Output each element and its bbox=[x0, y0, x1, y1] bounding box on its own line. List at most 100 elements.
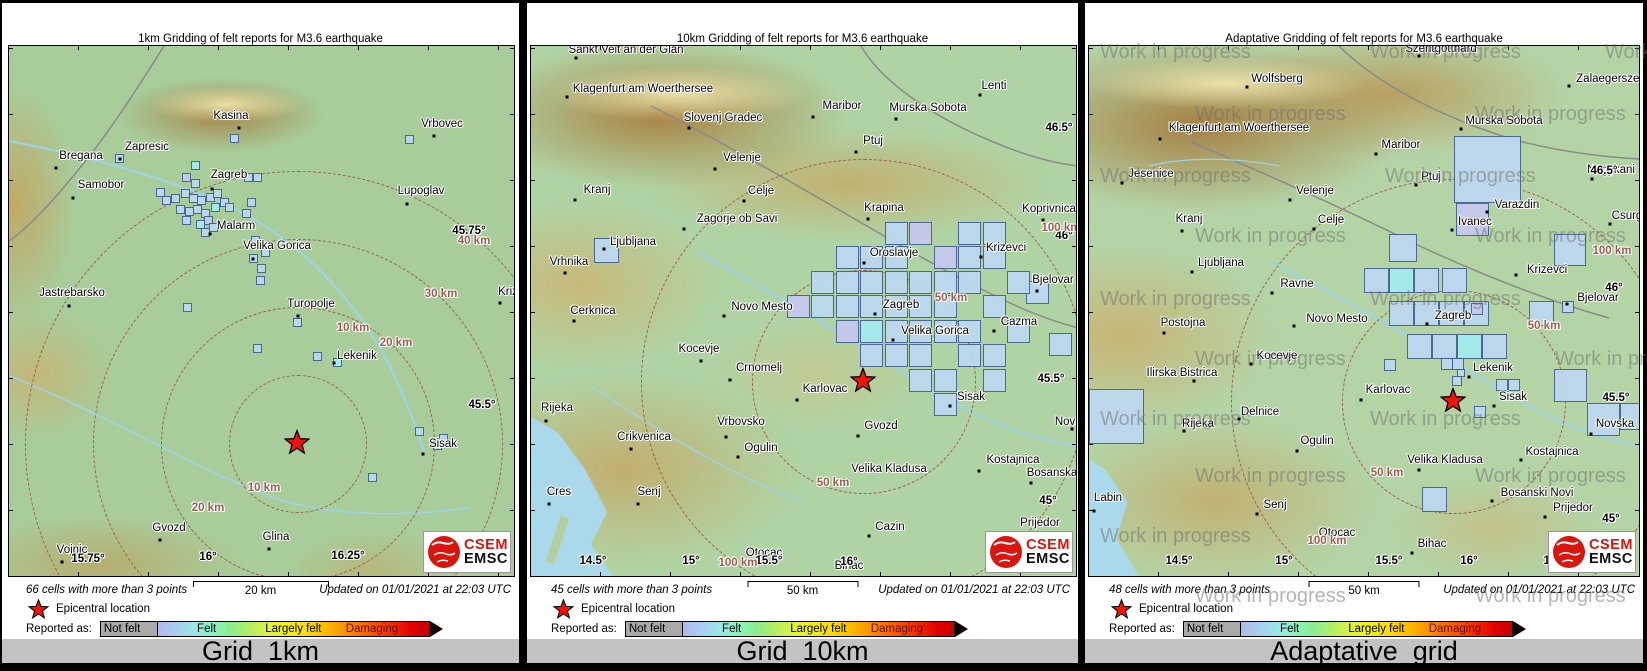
city-label: Koprivnica bbox=[1022, 203, 1076, 215]
city-label: Bosanski Novi bbox=[1500, 487, 1574, 499]
axis-ticks bbox=[531, 572, 1076, 576]
colorbar-gradient: Felt Largely felt Damaging bbox=[157, 621, 430, 637]
city-label: Novska bbox=[1054, 416, 1076, 428]
city-label: Bosanska bbox=[1026, 467, 1077, 479]
grid-cell bbox=[811, 271, 834, 294]
geo-label: 16.25° bbox=[331, 550, 365, 562]
grid-cell bbox=[171, 194, 180, 203]
colorbar-largely-felt: Largely felt bbox=[265, 623, 322, 635]
city-dot bbox=[842, 478, 846, 482]
city-label: Crnomelj bbox=[735, 362, 783, 374]
city-label: Ilirska Bistrica bbox=[1146, 367, 1218, 379]
city-dot bbox=[978, 93, 982, 97]
city-dot bbox=[873, 312, 877, 316]
city-label: Wolfsberg bbox=[1251, 73, 1303, 85]
city-label: Postojna bbox=[1160, 317, 1206, 329]
grid-cell bbox=[225, 203, 234, 212]
ring-label: 50 km bbox=[934, 292, 968, 304]
grid-cell bbox=[983, 369, 1006, 392]
colorbar-felt: Felt bbox=[197, 623, 217, 635]
grid-cell bbox=[181, 189, 190, 198]
city-dot bbox=[1414, 183, 1418, 187]
geo-label: 15° bbox=[682, 555, 700, 567]
city-dot bbox=[854, 150, 858, 154]
city-label: Karlovac bbox=[802, 383, 848, 395]
city-label: Glina bbox=[262, 531, 290, 543]
grid-cell bbox=[811, 295, 834, 318]
city-dot bbox=[1417, 54, 1421, 58]
grid-cell bbox=[253, 173, 262, 182]
grid-cell bbox=[909, 369, 932, 392]
grid-cell bbox=[860, 271, 883, 294]
geo-label: 46.5° bbox=[1045, 122, 1073, 134]
grid-cell bbox=[433, 441, 442, 450]
grid-cell bbox=[1496, 379, 1508, 391]
city-label: Zalaegerszeg bbox=[1576, 73, 1640, 85]
city-dot bbox=[1295, 449, 1299, 453]
grid-cell bbox=[230, 134, 239, 143]
ring-label: 100 km bbox=[1307, 535, 1347, 547]
city-dot bbox=[1070, 427, 1074, 431]
city-dot bbox=[1249, 362, 1253, 366]
city-dot bbox=[1029, 481, 1033, 485]
city-label: Novo Mesto bbox=[731, 301, 793, 313]
city-dot bbox=[563, 271, 567, 275]
city-label: Samobor bbox=[77, 179, 125, 191]
grid-cell bbox=[313, 352, 322, 361]
emsc-globe-icon bbox=[990, 536, 1022, 568]
city-dot bbox=[251, 257, 255, 261]
grid-cell bbox=[257, 264, 266, 273]
city-label: Velenje bbox=[1296, 185, 1334, 197]
city-label: Ogulin bbox=[1300, 435, 1334, 447]
ring-label: 100 km bbox=[718, 557, 758, 569]
city-label: Sisak bbox=[428, 438, 458, 450]
city-label: Murska Sobota bbox=[889, 102, 967, 114]
city-dot bbox=[894, 117, 898, 121]
grid-cell bbox=[885, 295, 908, 318]
grid-cell bbox=[958, 271, 981, 294]
grid-cell bbox=[182, 216, 191, 225]
city-label: Celje bbox=[747, 185, 775, 197]
grid-cell bbox=[885, 320, 908, 343]
city-label: Delnice bbox=[1240, 406, 1280, 418]
city-label: Bjelovar bbox=[1032, 274, 1074, 286]
epicentral-label: Epicentral location bbox=[1139, 603, 1233, 615]
distance-ring bbox=[641, 159, 1076, 576]
grid-cell bbox=[162, 196, 171, 205]
city-dot bbox=[856, 434, 860, 438]
city-dot bbox=[1035, 289, 1039, 293]
grid-cell bbox=[1562, 301, 1574, 313]
grid-cell bbox=[958, 320, 981, 343]
epicenter-star bbox=[849, 366, 877, 393]
logo-emsc: EMSC bbox=[464, 551, 508, 567]
city-label: Zapresic bbox=[124, 141, 170, 153]
colorbar-largely-felt: Largely felt bbox=[790, 623, 847, 635]
geo-label: 46° bbox=[1605, 282, 1623, 294]
city-label: Lekenik bbox=[1473, 362, 1513, 374]
city-label: Zagreb bbox=[210, 169, 248, 181]
city-dot bbox=[1519, 458, 1523, 462]
grid-cell bbox=[1554, 369, 1587, 402]
city-label: Kranj bbox=[583, 184, 611, 196]
city-dot bbox=[736, 455, 740, 459]
city-dot bbox=[1417, 468, 1421, 472]
city-label: Maribor bbox=[1381, 139, 1421, 151]
panel-title: 1km Gridding of felt reports for M3.6 ea… bbox=[2, 3, 519, 123]
geo-label: 16° bbox=[199, 551, 217, 563]
epicentral-label: Epicentral location bbox=[56, 603, 150, 615]
grid-cell bbox=[213, 189, 222, 198]
grid-cell bbox=[1422, 487, 1447, 512]
updated-timestamp: Updated on 01/01/2021 at 22:03 UTC bbox=[319, 584, 511, 596]
city-label: Celje bbox=[1317, 214, 1345, 226]
city-dot bbox=[1589, 432, 1593, 436]
ring-label: 20 km bbox=[379, 337, 413, 349]
grid-cell bbox=[1389, 301, 1414, 326]
geo-label: 45.5° bbox=[1037, 373, 1065, 385]
city-dot bbox=[682, 227, 686, 231]
grid-cell bbox=[909, 295, 932, 318]
ring-label: 30 km bbox=[424, 288, 458, 300]
grid-cell bbox=[1407, 334, 1432, 359]
map-adaptative-grid: CSEM EMSC Szentgotthard Wolfsberg Zalaegers… bbox=[1088, 45, 1640, 577]
city-dot bbox=[1467, 375, 1471, 379]
